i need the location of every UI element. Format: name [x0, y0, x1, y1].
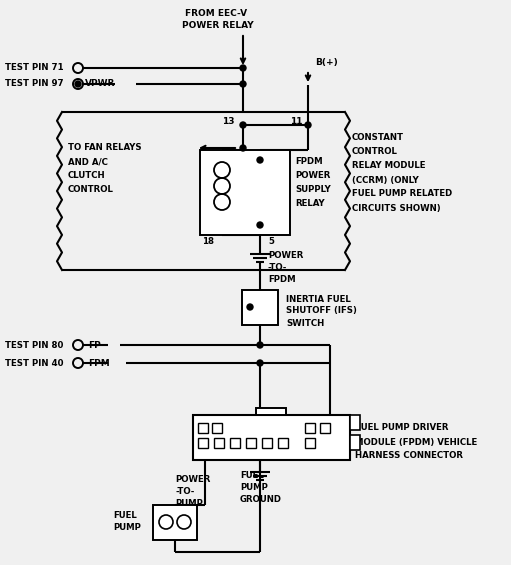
Text: FP: FP [88, 341, 101, 350]
Text: TO FAN RELAYS: TO FAN RELAYS [68, 144, 142, 153]
Text: FUEL: FUEL [240, 471, 264, 480]
Bar [242, 290, 278, 325]
Text: RELAY MODULE: RELAY MODULE [352, 162, 426, 171]
Text: TEST PIN 40: TEST PIN 40 [5, 359, 63, 367]
Text: 11: 11 [290, 116, 303, 125]
Bar [256, 408, 286, 415]
Text: 18: 18 [202, 237, 214, 246]
Text: INERTIA FUEL: INERTIA FUEL [286, 294, 351, 303]
Circle shape [240, 65, 246, 71]
Text: CONSTANT: CONSTANT [352, 133, 404, 142]
Text: FPDM: FPDM [268, 276, 296, 285]
Text: PUMP: PUMP [240, 483, 268, 492]
Bar [230, 438, 240, 448]
Text: CONTROL: CONTROL [352, 147, 398, 157]
Text: HARNESS CONNECTOR: HARNESS CONNECTOR [355, 451, 463, 460]
Bar [350, 415, 360, 430]
Text: -TO-: -TO- [175, 488, 194, 497]
Text: SWITCH: SWITCH [286, 319, 324, 328]
Bar [305, 438, 315, 448]
Bar [262, 438, 272, 448]
Text: (CCRM) (ONLY: (CCRM) (ONLY [352, 176, 419, 185]
Text: PUMP: PUMP [175, 499, 203, 508]
Text: VPWR: VPWR [85, 80, 115, 89]
Circle shape [257, 342, 263, 348]
Bar [198, 423, 208, 433]
Text: B(+): B(+) [315, 59, 338, 67]
Bar [198, 438, 208, 448]
Text: FUEL PUMP RELATED: FUEL PUMP RELATED [352, 189, 452, 198]
Circle shape [305, 122, 311, 128]
Text: RELAY: RELAY [295, 199, 324, 208]
Text: CONTROL: CONTROL [68, 185, 114, 194]
Text: POWER: POWER [295, 172, 331, 180]
Bar [305, 423, 315, 433]
Bar [278, 438, 288, 448]
Text: POWER RELAY: POWER RELAY [182, 21, 253, 31]
Text: SUPPLY: SUPPLY [295, 185, 331, 194]
Circle shape [257, 222, 263, 228]
Text: FUEL PUMP DRIVER: FUEL PUMP DRIVER [355, 424, 449, 432]
Text: SHUTOFF (IFS): SHUTOFF (IFS) [286, 306, 357, 315]
Circle shape [75, 81, 81, 87]
Text: PUMP: PUMP [113, 523, 141, 532]
Bar [153, 505, 197, 540]
Text: 5: 5 [268, 237, 274, 246]
Text: FUEL: FUEL [113, 511, 137, 519]
Text: TEST PIN 80: TEST PIN 80 [5, 341, 63, 350]
Text: -TO-: -TO- [268, 263, 287, 272]
Bar [320, 423, 330, 433]
Bar [246, 438, 256, 448]
Text: POWER: POWER [175, 476, 211, 485]
Bar [193, 415, 350, 460]
Circle shape [240, 145, 246, 151]
Text: TEST PIN 71: TEST PIN 71 [5, 63, 64, 72]
Text: CIRCUITS SHOWN): CIRCUITS SHOWN) [352, 203, 440, 212]
Text: AND A/C: AND A/C [68, 158, 108, 167]
Text: MODULE (FPDM) VEHICLE: MODULE (FPDM) VEHICLE [355, 437, 477, 446]
Text: TEST PIN 97: TEST PIN 97 [5, 80, 64, 89]
Circle shape [240, 122, 246, 128]
Bar [214, 438, 224, 448]
Text: 13: 13 [222, 116, 235, 125]
Text: CLUTCH: CLUTCH [68, 172, 106, 180]
Bar [350, 435, 360, 450]
Circle shape [257, 157, 263, 163]
Bar [200, 150, 290, 235]
Circle shape [247, 304, 253, 310]
Text: FPDM: FPDM [295, 158, 322, 167]
Text: FROM EEC-V: FROM EEC-V [185, 10, 247, 19]
Circle shape [257, 360, 263, 366]
Text: POWER: POWER [268, 251, 304, 260]
Circle shape [240, 81, 246, 87]
Text: FPM: FPM [88, 359, 110, 367]
Text: GROUND: GROUND [240, 494, 282, 503]
Bar [212, 423, 222, 433]
